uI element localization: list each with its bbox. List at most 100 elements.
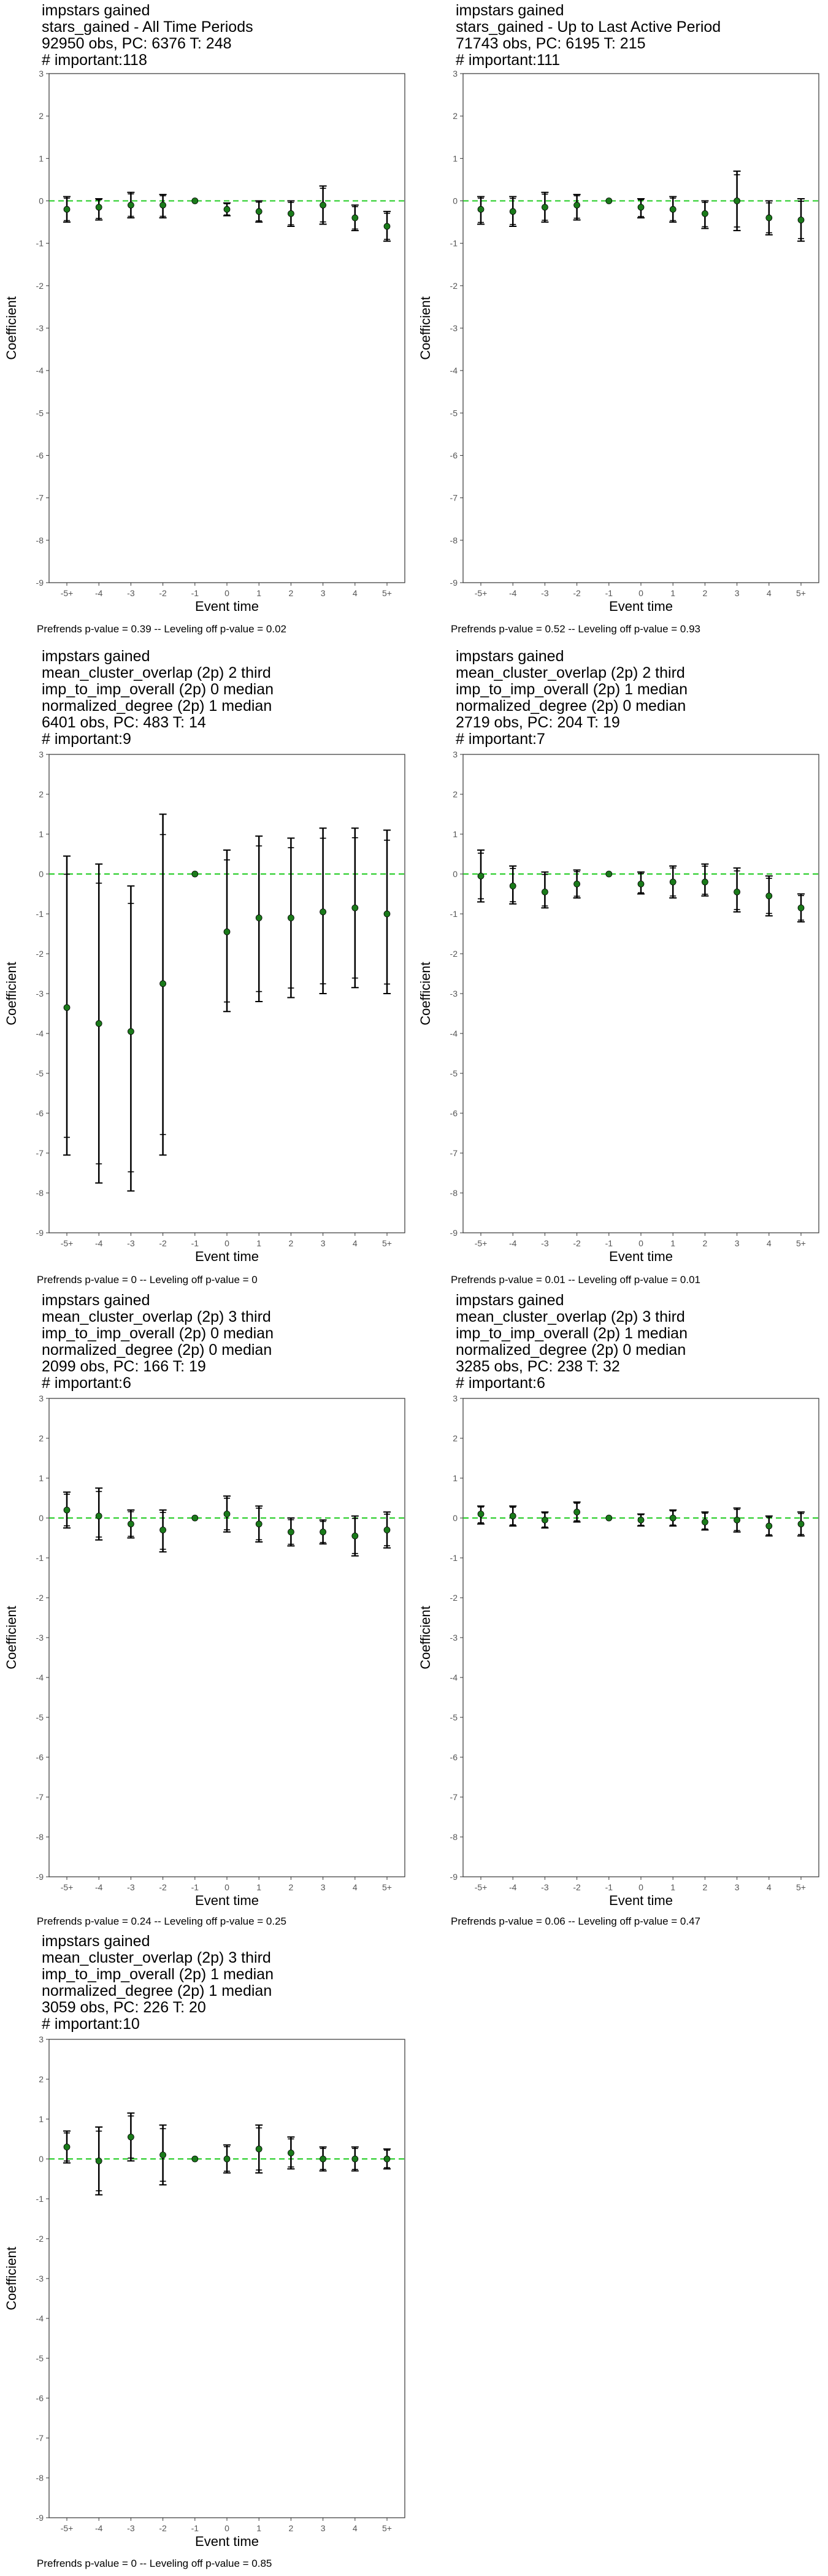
x-tick-label: 1 (670, 1238, 675, 1248)
coefficient-point (509, 208, 516, 215)
pvalue-footnote: Prefrends p-value = 0.24 -- Leveling off… (37, 1915, 286, 1927)
title-line: normalized_degree (2p) 0 median (456, 697, 686, 715)
coefficient-point (541, 888, 548, 895)
y-tick-label: -2 (36, 1593, 44, 1603)
coefficient-plot: 3 2 1 0 -1 -2 -3 -4 -5 -6 -7 -8 -9 -5+ -4 -3 -2 -1 0 1 2 3 4 5+… (4, 2034, 405, 2549)
y-tick-label: -7 (450, 493, 458, 503)
coefficient-point (669, 205, 677, 213)
coefficient-point (797, 1520, 805, 1528)
coefficient-point (509, 883, 516, 889)
coefficient-point (255, 1520, 263, 1528)
y-tick-label: 1 (453, 1473, 458, 1483)
y-tick-label: 1 (39, 2114, 44, 2124)
y-tick-label: 0 (453, 869, 458, 879)
x-tick-label: -5+ (475, 1882, 488, 1892)
y-tick-label: -3 (36, 989, 44, 999)
y-tick-label: 1 (453, 829, 458, 839)
y-axis-label: Coefficient (4, 962, 19, 1025)
x-tick-label: -5+ (61, 1238, 74, 1248)
coefficient-plot: 3 2 1 0 -1 -2 -3 -4 -5 -6 -7 -8 -9 -5+ -4 -3 -2 -1 0 1 2 3 4 5+… (418, 69, 819, 614)
title-line: # important:9 (42, 730, 131, 748)
y-tick-label: -9 (36, 2513, 44, 2523)
x-tick-label: 1 (670, 588, 675, 598)
title-line: normalized_degree (2p) 0 median (456, 1341, 686, 1359)
coefficient-point (797, 904, 805, 911)
coefficient-point (320, 908, 326, 916)
y-tick-label: -9 (36, 578, 44, 588)
title-line: impstars gained (42, 2, 150, 19)
coefficient-point (573, 880, 581, 887)
y-tick-label: 0 (39, 869, 44, 879)
y-tick-label: 3 (453, 69, 458, 79)
x-tick-label: -3 (127, 2523, 135, 2533)
y-tick-label: -4 (36, 366, 44, 375)
coefficient-point (127, 1520, 134, 1528)
y-tick-label: 0 (453, 1513, 458, 1523)
coefficient-point (637, 1516, 645, 1524)
x-tick-label: 2 (289, 2523, 294, 2533)
plot-frame (48, 2039, 405, 2518)
y-tick-label: -8 (450, 1188, 458, 1198)
y-tick-label: 1 (453, 153, 458, 163)
coefficient-point (383, 910, 391, 918)
x-tick-label: -2 (573, 1238, 581, 1248)
y-tick-label: -1 (450, 909, 458, 919)
y-tick-label: 0 (39, 1513, 44, 1523)
coefficient-point (223, 205, 231, 213)
coefficient-point (127, 2133, 134, 2141)
x-tick-label: 3 (735, 588, 740, 598)
title-line: mean_cluster_overlap (2p) 3 third (42, 1949, 271, 1966)
title-line: imp_to_imp_overall (2p) 1 median (42, 1966, 274, 1983)
x-tick-label: 1 (256, 588, 261, 598)
x-tick-label: -1 (605, 1882, 613, 1892)
y-tick-label: -2 (450, 281, 458, 291)
y-tick-label: -1 (450, 1553, 458, 1563)
y-tick-label: -1 (36, 2194, 44, 2204)
plot-frame (48, 73, 405, 583)
x-tick-label: -5+ (61, 2523, 74, 2533)
y-tick-label: -4 (36, 2313, 44, 2323)
y-tick-label: -2 (450, 949, 458, 959)
y-tick-label: -5 (450, 408, 458, 418)
y-tick-label: -9 (450, 1872, 458, 1882)
y-tick-label: -8 (36, 535, 44, 545)
coefficient-point (383, 2155, 391, 2163)
coefficient-point (383, 1527, 391, 1533)
y-tick-label: 0 (39, 196, 44, 206)
y-tick-label: -4 (450, 366, 458, 375)
pvalue-footnote: Prefrends p-value = 0 -- Leveling off p-… (37, 1274, 258, 1286)
y-tick-label: -6 (450, 1108, 458, 1118)
title-line: mean_cluster_overlap (2p) 3 third (456, 1308, 685, 1325)
y-tick-label: 2 (453, 1433, 458, 1443)
x-tick-label: -2 (159, 588, 167, 598)
x-axis-label: Event time (195, 1249, 259, 1264)
title-line: # important:6 (42, 1374, 131, 1392)
y-tick-label: 3 (39, 1393, 44, 1403)
coefficient-point (605, 1514, 613, 1522)
title-line: imp_to_imp_overall (2p) 1 median (456, 681, 688, 698)
coefficient-point (351, 1532, 359, 1539)
coefficient-point (159, 1527, 167, 1533)
x-tick-label: 0 (224, 1882, 229, 1892)
coefficient-point (191, 2155, 199, 2163)
coefficient-point (637, 880, 645, 887)
x-tick-label: 4 (353, 1882, 358, 1892)
title-line: mean_cluster_overlap (2p) 3 third (42, 1308, 271, 1325)
coefficient-point (573, 1508, 581, 1516)
x-tick-label: 1 (256, 1238, 261, 1248)
y-tick-label: -6 (450, 451, 458, 461)
title-line: # important:118 (42, 52, 147, 69)
x-tick-label: -5+ (475, 1238, 488, 1248)
coefficient-point (223, 1511, 231, 1517)
y-tick-label: 0 (39, 2154, 44, 2164)
y-tick-label: 2 (39, 789, 44, 799)
title-line: normalized_degree (2p) 1 median (42, 1982, 272, 1999)
x-tick-label: 4 (353, 588, 358, 598)
y-axis-label: Coefficient (418, 296, 433, 360)
y-axis-label: Coefficient (4, 1606, 19, 1669)
coefficient-point (734, 888, 740, 895)
title-line: imp_to_imp_overall (2p) 0 median (42, 681, 274, 698)
x-tick-label: 4 (767, 1238, 772, 1248)
y-tick-label: 2 (453, 111, 458, 121)
x-tick-label: 0 (224, 2523, 229, 2533)
